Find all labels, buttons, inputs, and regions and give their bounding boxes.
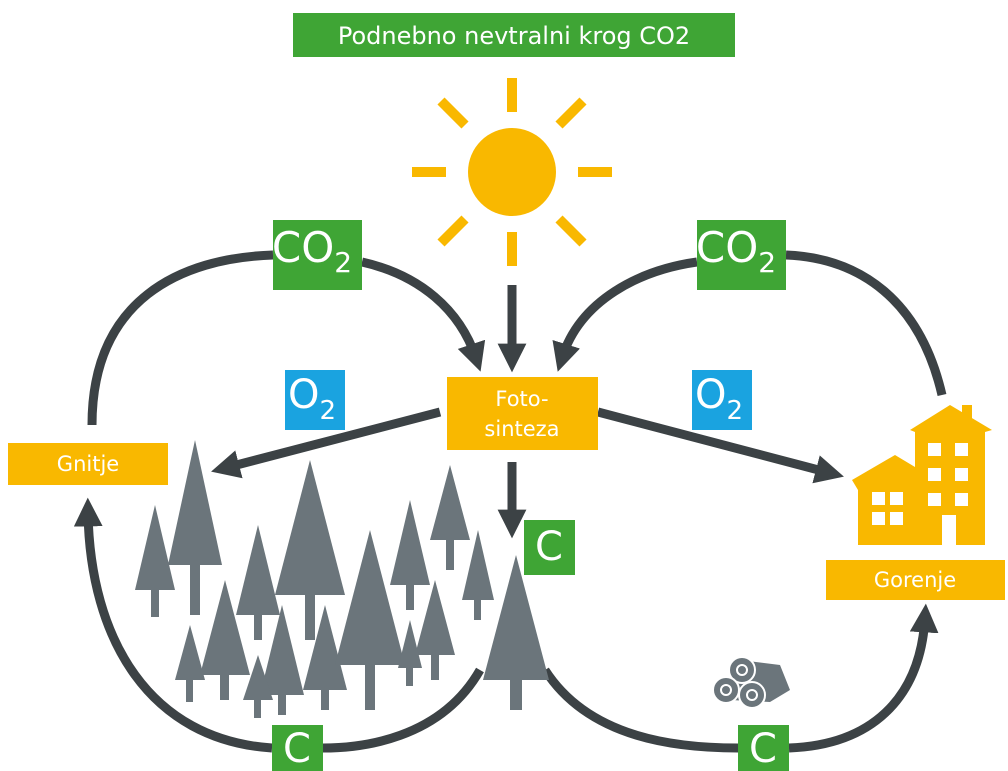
o2-sub: 2 [319,396,336,426]
photosynthesis-line1: Foto- [495,387,548,411]
co2-main: CO [696,223,758,272]
carbon-label: C [283,726,311,771]
o2-main: O [695,372,726,418]
photosynthesis-line2: sinteza [484,417,559,441]
building [852,405,992,545]
decay-label: Gnitje [57,452,119,476]
diagram: Podnebno nevtralni krog CO2 [0,0,1008,771]
carbon-label: C [749,726,777,771]
co2-sub: 2 [334,246,352,279]
burning-label: Gorenje [874,568,956,592]
o2-sub: 2 [726,396,743,426]
carbon-label: C [535,524,563,570]
title: Podnebno nevtralni krog CO2 [338,22,690,50]
sun [412,78,612,266]
forest [135,440,549,718]
o2-main: O [288,372,319,418]
co2-sub: 2 [758,246,776,279]
logs [713,657,790,708]
co2-main: CO [272,223,334,272]
